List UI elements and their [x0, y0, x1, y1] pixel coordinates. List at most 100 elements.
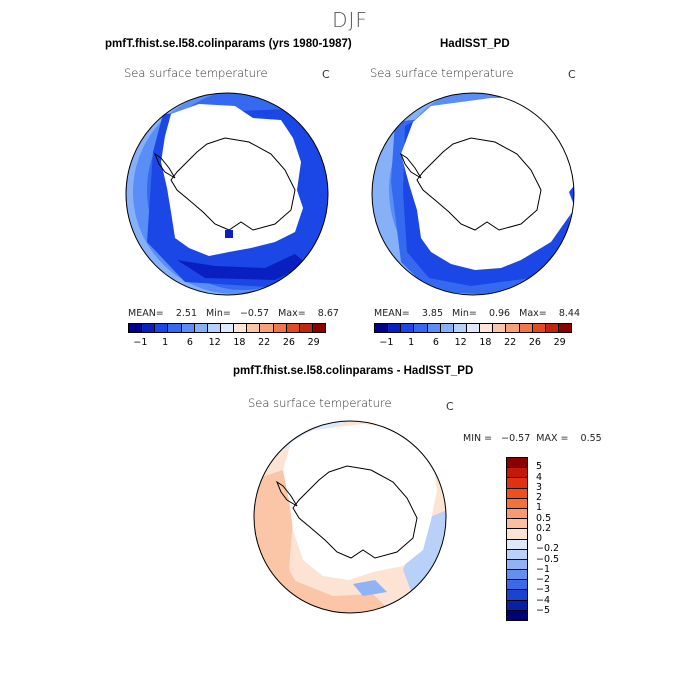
diff-colorbar-tick-label: 2 — [536, 492, 543, 503]
diff-colorbar-tick-label: −3 — [536, 584, 551, 596]
colorbar-swatch — [234, 324, 248, 332]
colorbar-tick-label: 29 — [307, 337, 320, 348]
colorbar-swatch — [453, 324, 467, 332]
colorbar-swatch — [260, 324, 274, 332]
model-antarctica-coast — [170, 137, 296, 231]
colorbar-swatch — [401, 324, 415, 332]
diff-colorbar-swatch — [507, 529, 527, 540]
diff-colorbar-swatch — [507, 498, 527, 509]
colorbar-swatch — [299, 324, 313, 332]
diff-colorbar-swatch — [507, 478, 527, 489]
diff-sst-map — [253, 420, 447, 614]
diff-colorbar-tick-label: 4 — [536, 471, 543, 483]
obs-antarctica-coast — [416, 137, 542, 231]
colorbar-tick-label: 12 — [208, 337, 221, 348]
diff-colorbar-tick-label: −0.2 — [536, 543, 560, 555]
colorbar-swatch — [466, 324, 481, 332]
colorbar-swatch — [427, 324, 441, 332]
colorbar-tick-label: 6 — [186, 337, 193, 348]
diff-colorbar-tick-label: −1 — [536, 563, 551, 575]
diff-colorbar-swatch — [507, 559, 527, 571]
model-unit-label: C — [322, 68, 330, 81]
obs-colorbar-ticks: −1 1 6 12 18 22 26 29 — [374, 337, 572, 348]
model-peninsula — [153, 152, 176, 179]
diff-panel-title: pmfT.fhist.se.l58.colinparams - HadISST_… — [233, 365, 474, 377]
diff-colorbar-swatch — [507, 458, 527, 469]
diff-peninsula — [275, 480, 298, 507]
colorbar-tick-label: 22 — [258, 337, 271, 348]
colorbar-swatch — [247, 324, 261, 332]
colorbar-tick-label: 26 — [282, 337, 295, 348]
model-panel-title: pmfT.fhist.se.l58.colinparams (yrs 1980-… — [105, 38, 352, 50]
diff-colorbar-swatch — [507, 468, 527, 479]
diff-positive-south — [293, 580, 393, 613]
colorbar-swatch — [480, 324, 494, 332]
colorbar-swatch — [414, 324, 428, 332]
diff-colorbar-tick-label: 0.2 — [536, 522, 552, 534]
obs-peninsula — [399, 152, 422, 179]
diff-colorbar-swatch — [507, 539, 527, 550]
colorbar-swatch — [181, 324, 195, 332]
colorbar-tick-label: 18 — [479, 337, 492, 348]
colorbar-swatch — [532, 324, 546, 332]
colorbar-tick-label: 1 — [162, 337, 169, 348]
colorbar-swatch — [286, 324, 300, 332]
diff-colorbar-tick-label: −0.5 — [536, 553, 560, 565]
colorbar-tick-label: 18 — [233, 337, 246, 348]
colorbar-tick-label: 1 — [408, 337, 415, 348]
colorbar-swatch — [207, 324, 221, 332]
diff-colorbar-tick-label: 5 — [536, 461, 543, 473]
diff-colorbar-swatch — [507, 610, 527, 620]
diff-colorbar-tick-label: 3 — [536, 481, 543, 493]
colorbar-tick-label: −1 — [379, 337, 394, 348]
colorbar-swatch — [273, 324, 287, 332]
colorbar-tick-label: −1 — [133, 337, 148, 348]
diff-antarctica-coast — [292, 465, 418, 559]
diff-colorbar-swatch — [507, 570, 527, 581]
diff-colorbar-swatch — [507, 549, 527, 560]
diff-unit-label: C — [446, 400, 454, 413]
diff-colorbar-swatch — [507, 519, 527, 530]
diff-colorbar-tick-label: −2 — [536, 574, 551, 585]
colorbar-tick-label: 12 — [454, 337, 467, 348]
diff-negative-spot — [353, 580, 387, 596]
obs-variable-label: Sea surface temperature — [370, 66, 514, 80]
colorbar-swatch — [506, 324, 520, 332]
diff-ice-region — [283, 424, 437, 580]
colorbar-swatch — [155, 324, 169, 332]
colorbar-swatch — [440, 324, 454, 332]
model-colorbar-ticks: −1 1 6 12 18 22 26 29 — [128, 337, 326, 348]
colorbar-swatch — [493, 324, 507, 332]
colorbar-tick-label: 22 — [504, 337, 517, 348]
model-ocean-deep-blue — [177, 254, 307, 280]
colorbar-swatch — [558, 324, 572, 332]
colorbar-swatch — [519, 324, 533, 332]
model-stats: MEAN= 2.51 Min= −0.57 Max= 8.67 — [128, 308, 339, 319]
diff-colorbar-ticks: 5 4 3 2 1 0.5 0.2 0 −0.2 −0.5 −1 −2 −3 −4 −5 — [536, 457, 576, 621]
obs-colorbar — [374, 323, 572, 333]
colorbar-swatch — [142, 324, 156, 332]
colorbar-tick-label: 29 — [553, 337, 566, 348]
model-ice-region — [161, 104, 303, 256]
figure-title: DJF — [332, 8, 368, 32]
diff-colorbar-swatch — [507, 508, 527, 520]
model-blue-patch — [225, 230, 233, 238]
diff-stats: MIN = −0.57 MAX = 0.55 — [463, 433, 602, 444]
colorbar-swatch — [312, 324, 326, 332]
diff-colorbar-tick-label: −5 — [536, 604, 551, 616]
diff-colorbar-swatch — [507, 600, 527, 611]
colorbar-swatch — [375, 324, 389, 332]
model-variable-label: Sea surface temperature — [124, 66, 268, 80]
colorbar-swatch — [545, 324, 559, 332]
diff-colorbar-swatch — [507, 488, 527, 499]
model-sst-map — [125, 92, 329, 296]
diff-colorbar-swatch — [507, 580, 527, 591]
colorbar-swatch — [168, 324, 182, 332]
diff-colorbar-tick-label: 0.5 — [536, 512, 552, 524]
obs-sst-map — [371, 92, 575, 296]
model-colorbar — [128, 323, 326, 333]
obs-unit-label: C — [568, 68, 576, 81]
diff-colorbar-tick-label: 1 — [536, 502, 543, 514]
diff-variable-label: Sea surface temperature — [248, 396, 392, 410]
obs-ice-region — [401, 98, 574, 270]
